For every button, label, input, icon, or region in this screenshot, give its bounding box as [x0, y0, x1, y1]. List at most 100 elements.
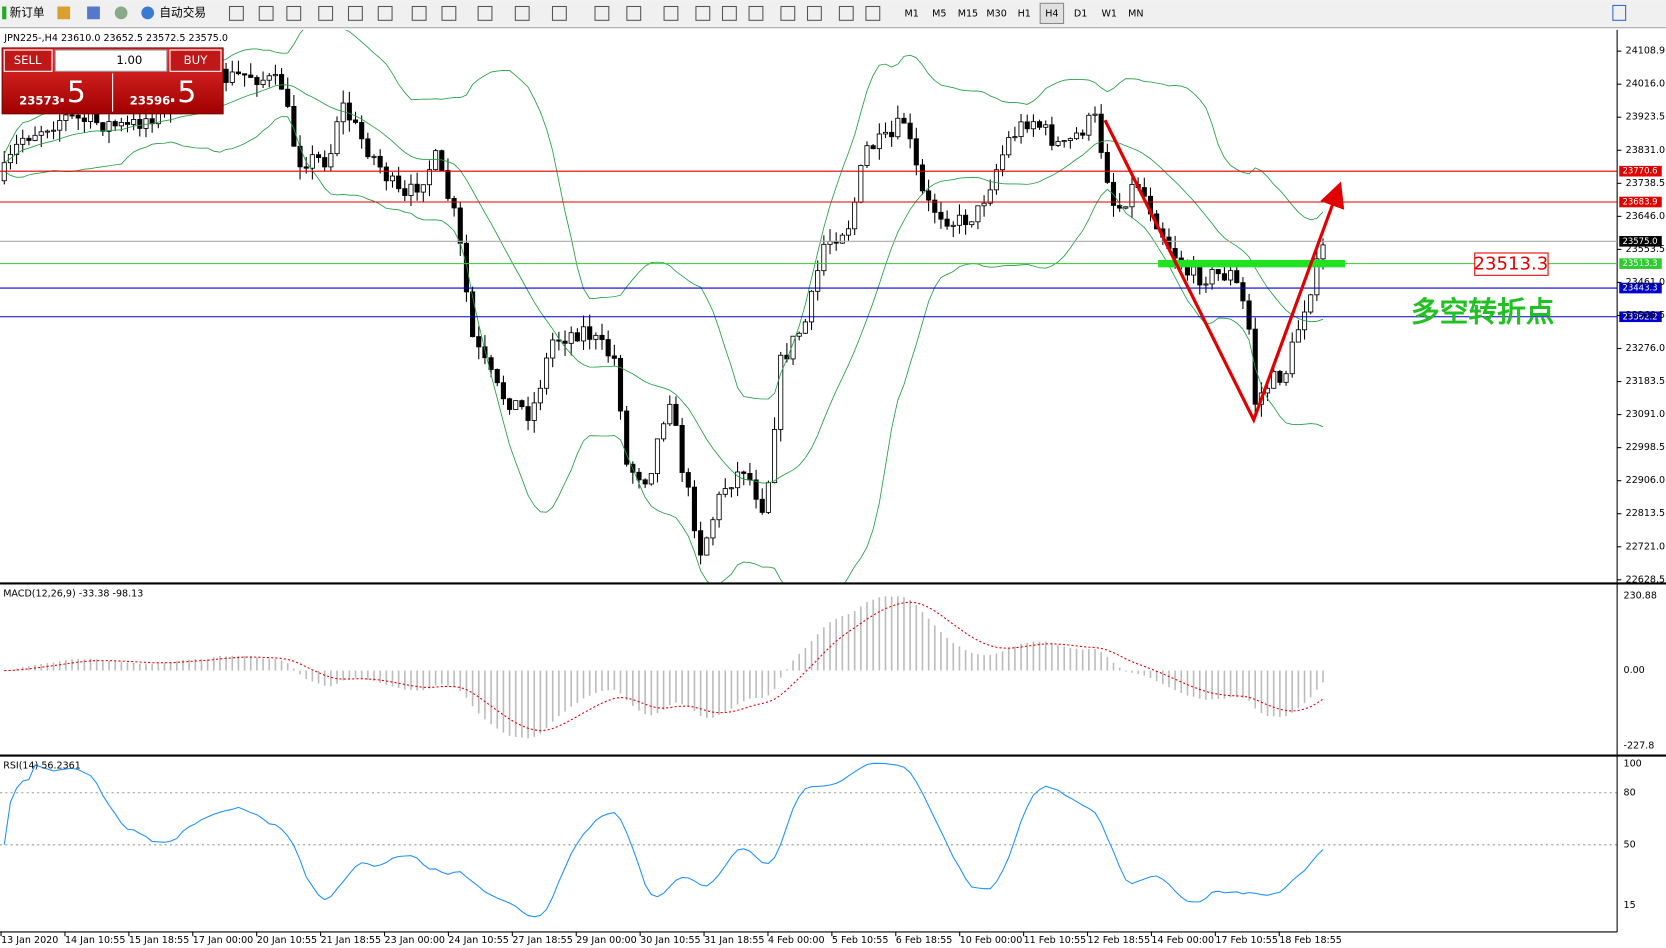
- icon[interactable]: [57, 6, 71, 20]
- candle-body: [704, 537, 710, 556]
- icon[interactable]: [114, 6, 128, 20]
- candle-body: [710, 519, 716, 539]
- time-label: 30 Jan 10:55: [640, 935, 700, 946]
- candle-body: [735, 471, 741, 489]
- toolbar-icon[interactable]: [838, 5, 854, 21]
- candle-body: [1314, 258, 1320, 296]
- sell-label[interactable]: SELL: [14, 53, 42, 67]
- rsi-label: RSI(14) 56.2361: [3, 761, 81, 772]
- auto-trading-button[interactable]: 自动交易: [159, 5, 206, 19]
- timeframe-button[interactable]: M1: [904, 8, 918, 19]
- search-icon[interactable]: [1612, 4, 1627, 21]
- toolbar-icon[interactable]: [514, 5, 530, 21]
- candle-body: [882, 131, 889, 135]
- toolbar-icon[interactable]: [441, 5, 457, 21]
- candle-body: [691, 486, 697, 532]
- price-tick-label: 24108.9: [1626, 46, 1665, 57]
- timeframe-button[interactable]: D1: [1074, 8, 1087, 19]
- candle-body: [889, 131, 895, 138]
- icon[interactable]: [141, 6, 155, 20]
- candle-body: [57, 120, 63, 131]
- sell-pips[interactable]: .5: [57, 75, 85, 110]
- timeframe-button[interactable]: H4: [1045, 8, 1058, 19]
- toolbar-icon[interactable]: [411, 5, 427, 21]
- candle-body: [1037, 121, 1043, 128]
- candle-body: [328, 153, 334, 168]
- level-label: 23513.3: [1622, 259, 1657, 269]
- buy-label[interactable]: BUY: [184, 53, 209, 67]
- candle-body: [938, 211, 944, 220]
- candle-body: [137, 119, 143, 129]
- toolbar-icon[interactable]: [806, 5, 822, 21]
- toolbar-icon[interactable]: [780, 5, 796, 21]
- bollinger-band: [3, 29, 1324, 400]
- candle-body: [1191, 266, 1197, 276]
- candle-body: [346, 102, 352, 121]
- toolbar-icon[interactable]: [477, 5, 493, 21]
- candle-body: [636, 471, 642, 481]
- icon[interactable]: [87, 6, 100, 20]
- toolbar-icon[interactable]: [721, 5, 737, 21]
- toolbar-icon[interactable]: [626, 5, 642, 21]
- toolbar-icon[interactable]: [748, 5, 764, 21]
- toolbar-icon[interactable]: [228, 5, 244, 21]
- candle-body: [778, 354, 784, 430]
- timeframe-button[interactable]: H1: [1018, 8, 1031, 19]
- price-tick-label: 23183.5: [1626, 376, 1665, 387]
- time-label: 6 Feb 18:55: [896, 935, 953, 946]
- toolbar-icon[interactable]: [318, 5, 334, 21]
- time-label: 29 Jan 00:00: [576, 935, 636, 946]
- sell-price[interactable]: 23573: [19, 94, 60, 108]
- candle-body: [272, 74, 278, 77]
- candle-body: [100, 122, 106, 132]
- buy-price[interactable]: 23596: [130, 94, 171, 108]
- candle-body: [1123, 206, 1129, 209]
- candle-body: [617, 357, 624, 412]
- toolbar-icon[interactable]: [551, 5, 567, 21]
- active-timeframe[interactable]: [1039, 2, 1065, 25]
- timeframe-button[interactable]: M30: [986, 8, 1006, 19]
- toolbar-icon[interactable]: [663, 5, 679, 21]
- buy-pips[interactable]: .5: [168, 75, 196, 110]
- toolbar-icon[interactable]: [594, 5, 610, 21]
- candle-body: [544, 357, 550, 389]
- toolbar-icon[interactable]: [258, 5, 274, 21]
- candle-body: [1221, 273, 1227, 281]
- timeframe-button[interactable]: MN: [1128, 8, 1143, 19]
- toolbar-icon[interactable]: [695, 5, 711, 21]
- macd-pane: [4, 596, 1324, 739]
- new-order-button[interactable]: 新订单: [10, 5, 45, 19]
- timeframe-button[interactable]: W1: [1101, 8, 1117, 19]
- candle-body: [285, 88, 291, 107]
- timeframe-button[interactable]: M15: [958, 8, 978, 19]
- candle-body: [254, 77, 260, 85]
- candle-body: [765, 482, 771, 513]
- candle-body: [679, 425, 685, 473]
- candle-body: [1215, 269, 1221, 275]
- macd-tick-label: -227.8: [1624, 741, 1655, 752]
- candle-body: [75, 114, 81, 119]
- candle-body: [51, 129, 57, 132]
- candle-body: [685, 472, 691, 488]
- timeframe-button[interactable]: M5: [932, 8, 946, 19]
- toolbar-icon[interactable]: [377, 5, 393, 21]
- annotation-box: [1474, 252, 1549, 276]
- candle-body: [870, 145, 876, 150]
- candle-body: [728, 487, 734, 490]
- volume[interactable]: 1.00: [116, 53, 142, 67]
- toolbar-icon[interactable]: [286, 5, 302, 21]
- candle-body: [131, 119, 137, 125]
- sell-button[interactable]: [3, 49, 53, 72]
- volume-input[interactable]: [54, 49, 168, 72]
- toolbar-icon[interactable]: [865, 5, 881, 21]
- candle-body: [359, 122, 365, 140]
- candle-body: [919, 164, 926, 192]
- candle-body: [741, 471, 747, 474]
- buy-button[interactable]: [169, 49, 222, 72]
- candle-body: [1203, 283, 1209, 286]
- candle-body: [14, 143, 20, 155]
- candle-body: [352, 119, 359, 123]
- candle-body: [1283, 373, 1289, 383]
- bollinger-band: [4, 84, 1324, 484]
- toolbar-icon[interactable]: [347, 5, 363, 21]
